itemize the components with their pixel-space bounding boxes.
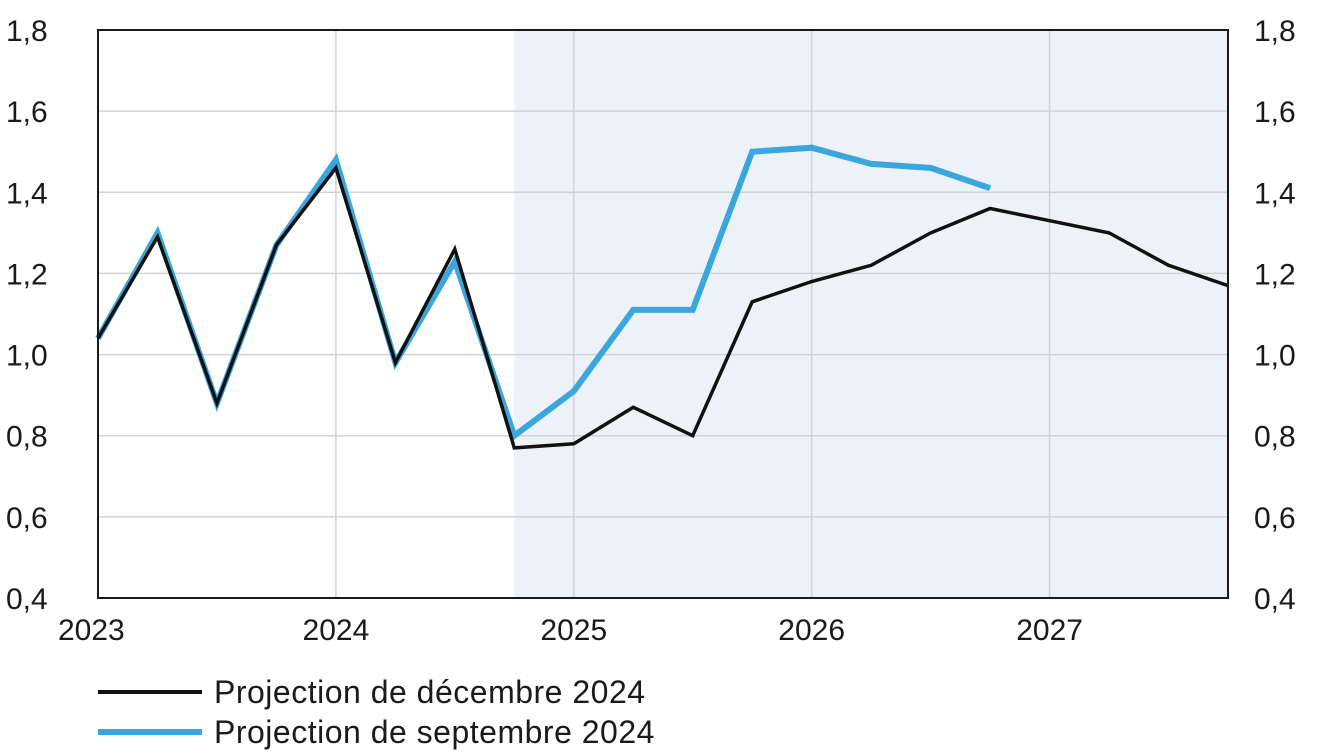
y-tick-label-right: 1,6 <box>1254 96 1296 129</box>
legend-swatch-september <box>98 729 202 735</box>
y-tick-label-left: 0,8 <box>6 421 48 454</box>
y-tick-label-right: 1,4 <box>1254 177 1296 210</box>
y-tick-label-right: 0,4 <box>1254 583 1296 616</box>
legend-item-september: Projection de septembre 2024 <box>98 712 655 752</box>
y-tick-label-right: 0,6 <box>1254 502 1296 535</box>
x-tick-label: 2025 <box>540 614 607 647</box>
legend-label-september: Projection de septembre 2024 <box>214 713 655 750</box>
y-tick-label-right: 1,2 <box>1254 258 1296 291</box>
y-tick-label-left: 1,4 <box>6 177 48 210</box>
plot-frame <box>97 29 1229 599</box>
x-tick-label: 2027 <box>1016 614 1083 647</box>
y-tick-label-left: 1,8 <box>6 15 48 48</box>
x-tick-label: 2026 <box>778 614 845 647</box>
y-tick-label-right: 0,8 <box>1254 421 1296 454</box>
legend-swatch-december <box>98 690 202 694</box>
series-line-december <box>96 164 1229 450</box>
x-tick-label: 2023 <box>58 614 125 647</box>
legend: Projection de décembre 2024 Projection d… <box>98 672 655 752</box>
y-tick-label-left: 1,6 <box>6 96 48 129</box>
y-tick-label-left: 0,6 <box>6 502 48 535</box>
y-tick-label-right: 1,8 <box>1254 15 1296 48</box>
y-tick-label-right: 1,0 <box>1254 340 1296 373</box>
legend-label-december: Projection de décembre 2024 <box>214 673 646 710</box>
y-tick-label-left: 0,4 <box>6 583 48 616</box>
legend-item-december: Projection de décembre 2024 <box>98 672 655 712</box>
chart: 0,4 0,4 0,6 0,6 0,8 0,8 1,0 1,0 1,2 1,2 1,4 1,4 1,6 1… <box>6 15 1296 647</box>
projection-period-shading <box>514 30 1228 598</box>
y-tick-label-left: 1,0 <box>6 340 48 373</box>
x-tick-label: 2024 <box>303 614 370 647</box>
y-tick-label-left: 1,2 <box>6 258 48 291</box>
